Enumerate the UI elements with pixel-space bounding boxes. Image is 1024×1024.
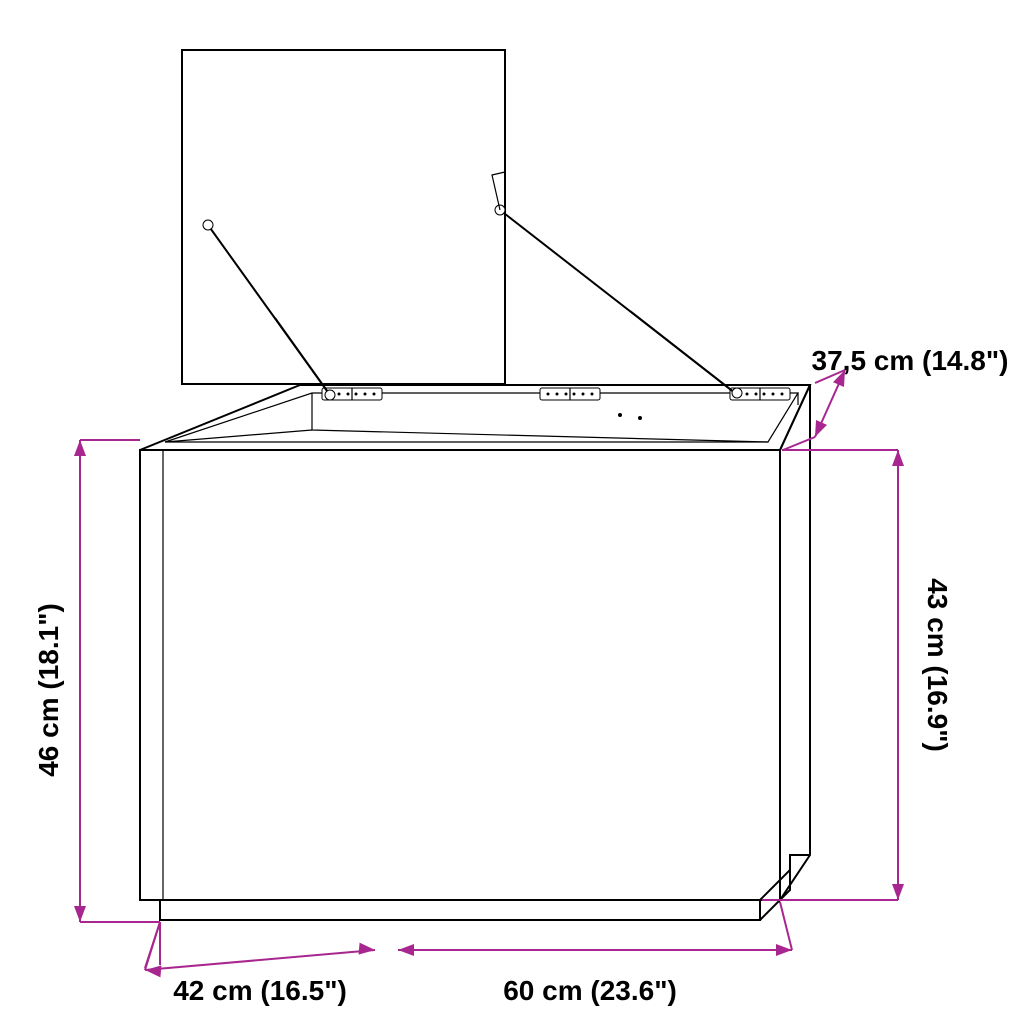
- dimension-diagram: 46 cm (18.1") 43 cm (16.9") 42 cm (16.5"…: [0, 0, 1024, 1024]
- dim-height-body: 43 cm (16.9"): [922, 578, 953, 752]
- gas-struts: [203, 172, 742, 400]
- box-side: [780, 385, 810, 900]
- box-base: [160, 855, 810, 920]
- box-top-opening: [140, 385, 810, 450]
- lid: [182, 50, 505, 384]
- box-front: [140, 450, 780, 900]
- dim-depth-bottom: 42 cm (16.5"): [173, 975, 347, 1006]
- dim-width-bottom: 60 cm (23.6"): [503, 975, 677, 1006]
- dim-height-total: 46 cm (18.1"): [33, 603, 64, 777]
- dim-depth-top: 37,5 cm (14.8"): [812, 345, 1009, 376]
